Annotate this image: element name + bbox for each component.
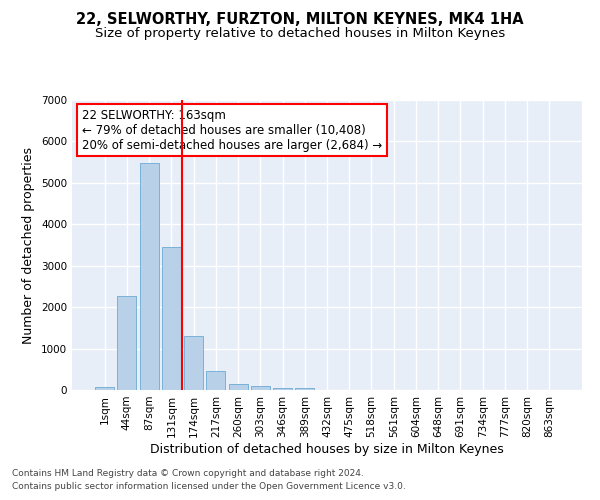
Bar: [206, 370, 225, 390]
Text: 22 SELWORTHY: 163sqm
← 79% of detached houses are smaller (10,408)
20% of semi-d: 22 SELWORTHY: 163sqm ← 79% of detached h…: [82, 108, 382, 152]
Bar: [295, 388, 314, 390]
Bar: [118, 296, 136, 390]
Bar: [162, 247, 181, 390]
Bar: [229, 384, 248, 390]
Text: Size of property relative to detached houses in Milton Keynes: Size of property relative to detached ho…: [95, 28, 505, 40]
Bar: [184, 336, 203, 390]
Bar: [251, 386, 270, 390]
X-axis label: Distribution of detached houses by size in Milton Keynes: Distribution of detached houses by size …: [150, 442, 504, 456]
Text: Contains HM Land Registry data © Crown copyright and database right 2024.: Contains HM Land Registry data © Crown c…: [12, 468, 364, 477]
Bar: [273, 388, 292, 390]
Y-axis label: Number of detached properties: Number of detached properties: [22, 146, 35, 344]
Text: Contains public sector information licensed under the Open Government Licence v3: Contains public sector information licen…: [12, 482, 406, 491]
Bar: [140, 163, 158, 390]
Text: 22, SELWORTHY, FURZTON, MILTON KEYNES, MK4 1HA: 22, SELWORTHY, FURZTON, MILTON KEYNES, M…: [76, 12, 524, 28]
Bar: [95, 386, 114, 390]
